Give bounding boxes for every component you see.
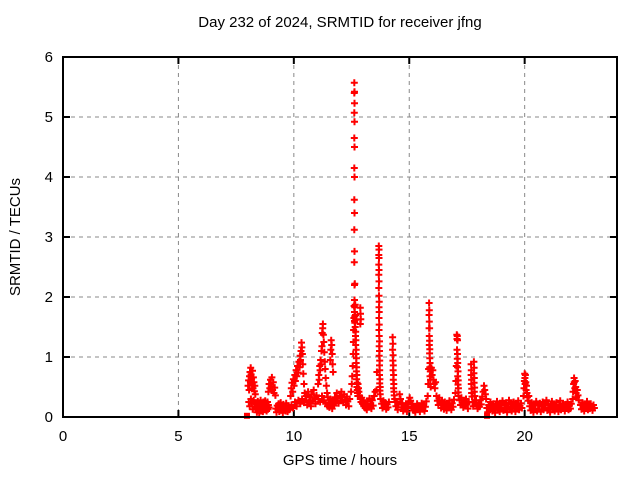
data-points [243,79,598,419]
y-tick-label: 1 [45,349,53,366]
gridlines [63,57,617,417]
y-tick-label: 3 [45,229,53,246]
x-tick-label: 20 [516,428,533,445]
y-tick-label: 2 [45,289,53,306]
y-tick-label: 5 [45,109,53,126]
x-tick-label: 10 [285,428,302,445]
scatter-square-point [484,412,491,419]
scatter-square-point [243,412,250,419]
y-tick-label: 0 [45,409,53,426]
scatter-plus-points [244,79,598,417]
x-axis-label: GPS time / hours [283,452,397,469]
y-tick-label: 6 [45,49,53,66]
tick-labels: 0 5 10 15 20 0 1 2 3 4 5 6 [45,49,533,445]
x-tick-label: 5 [174,428,182,445]
chart-title: Day 232 of 2024, SRMTID for receiver jfn… [198,14,481,31]
x-tick-label: 15 [401,428,418,445]
x-tick-label: 0 [59,428,67,445]
plot-border [62,56,618,418]
y-tick-label: 4 [45,169,53,186]
y-axis-label: SRMTID / TECUs [7,178,24,296]
